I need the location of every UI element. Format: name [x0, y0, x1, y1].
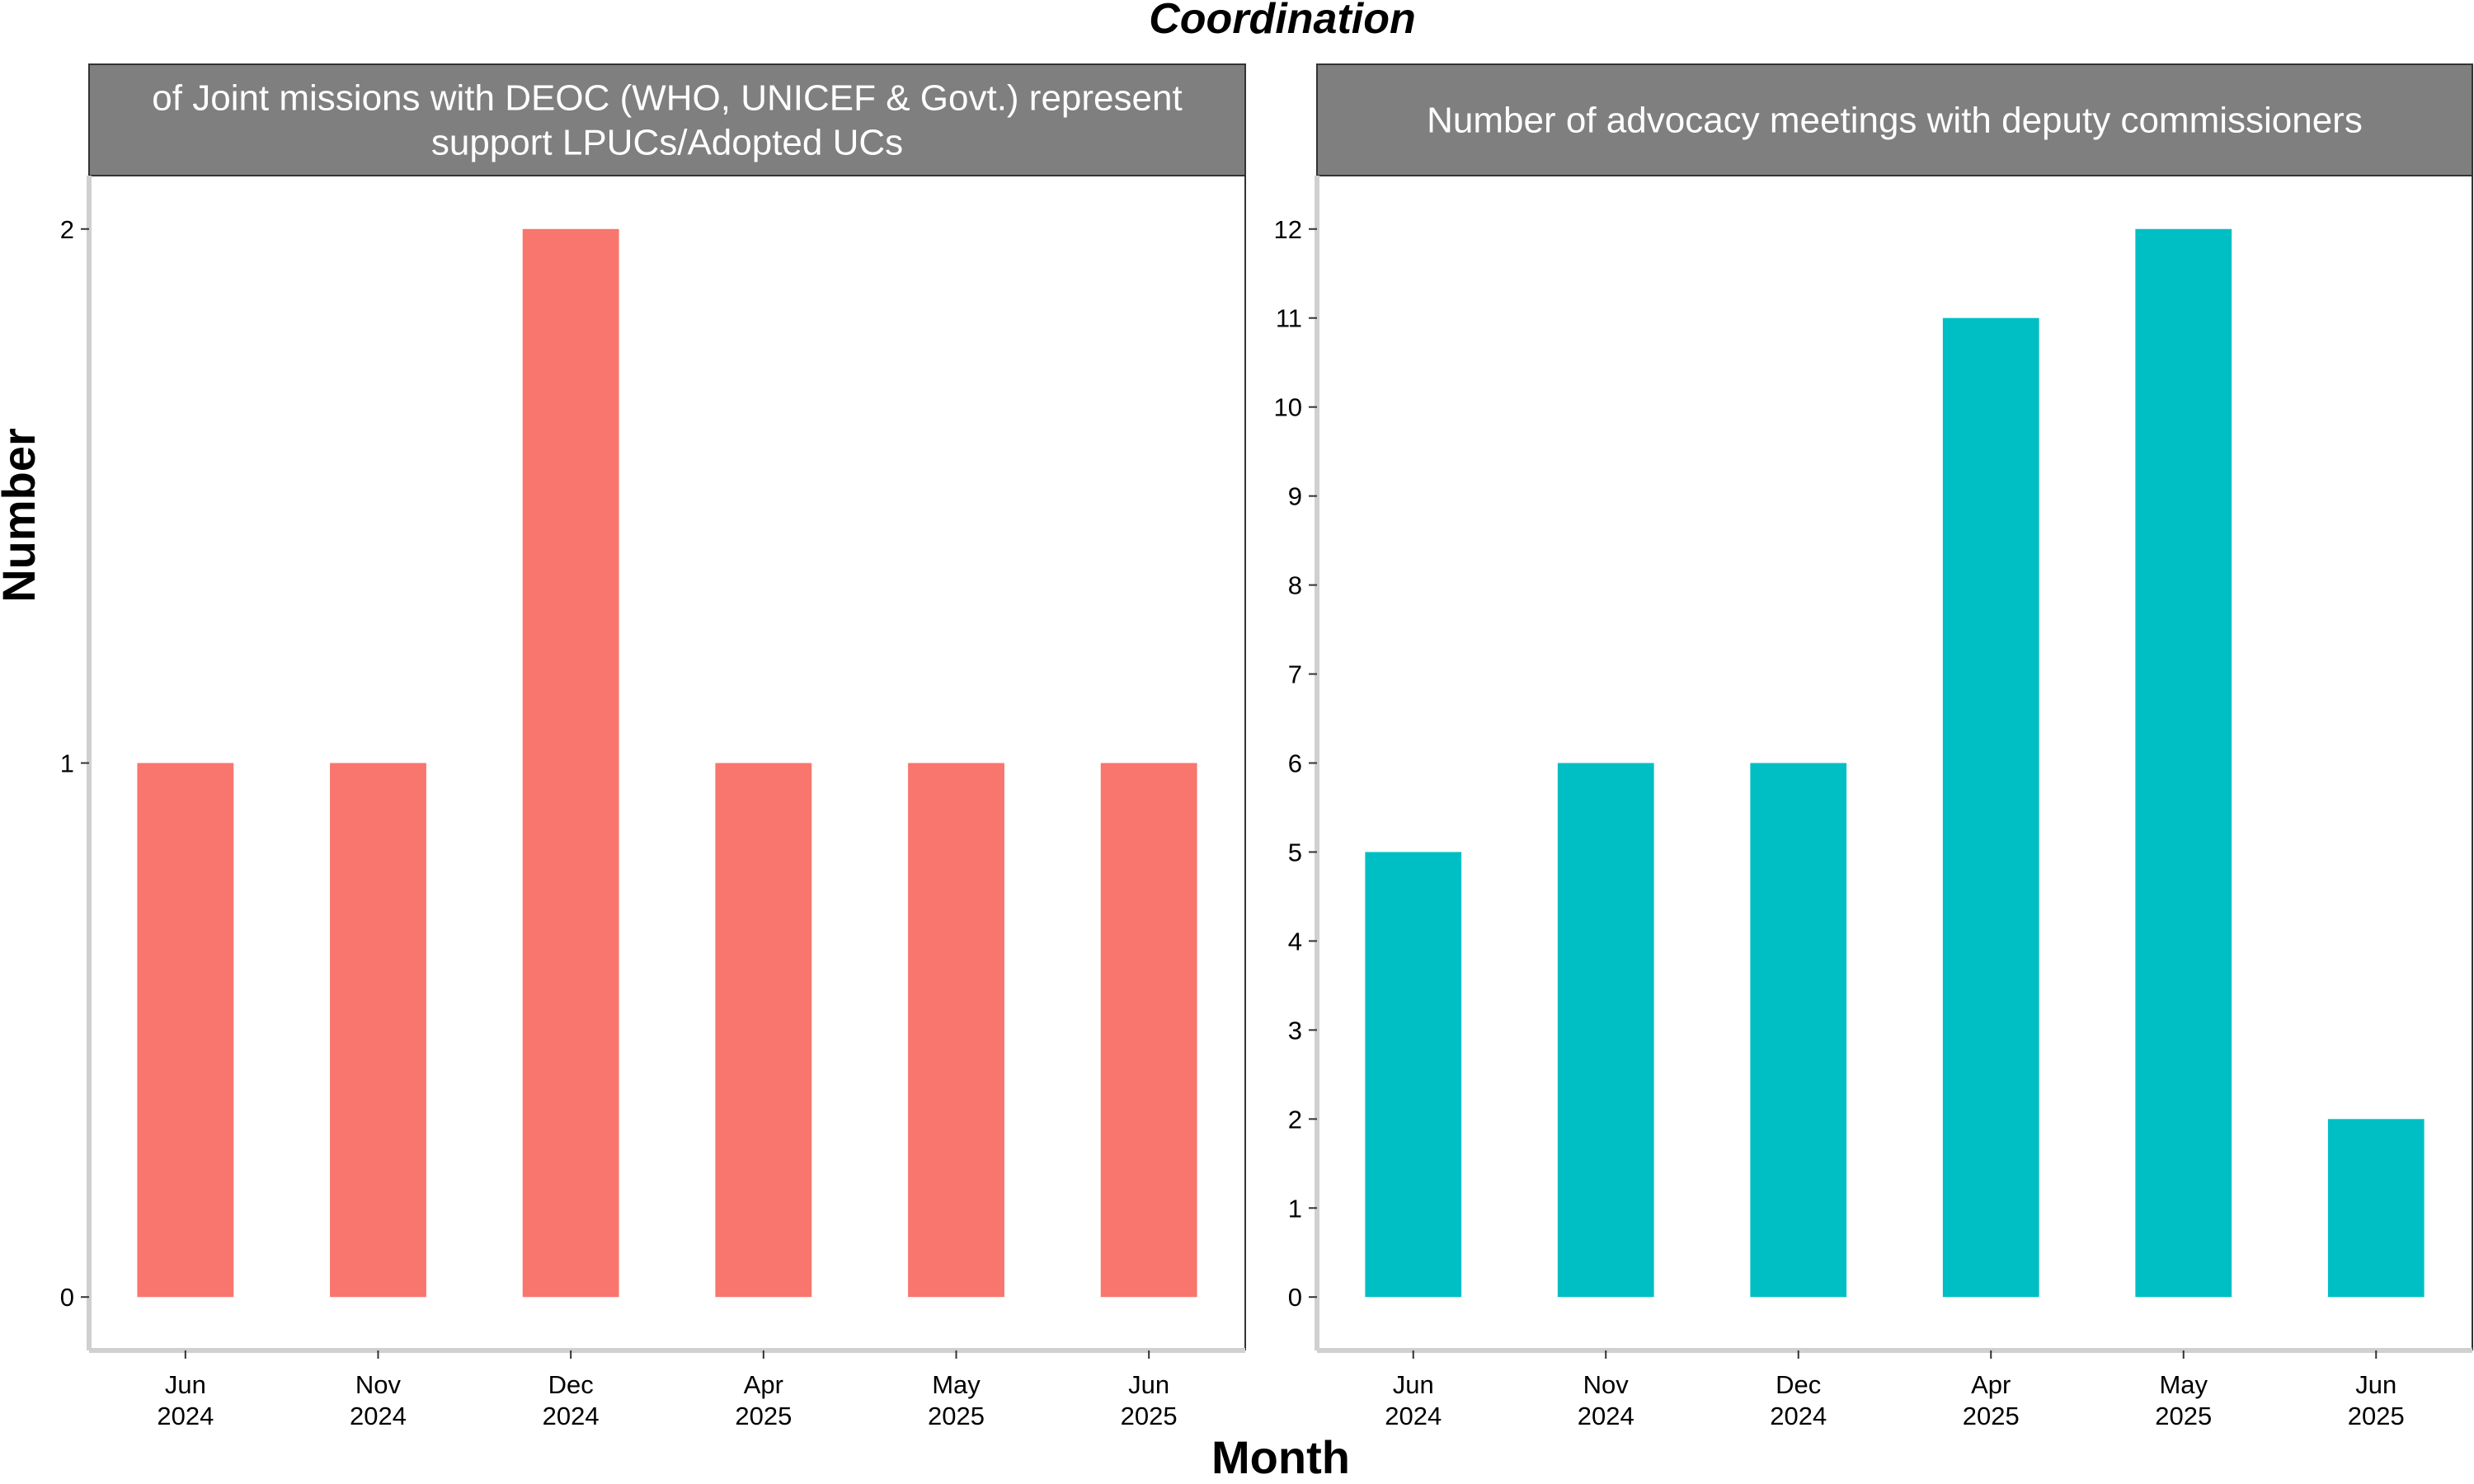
x-tick-label-year: 2024 [350, 1402, 407, 1430]
x-tick-label-month: Jun [1128, 1370, 1169, 1399]
x-tick-label-year: 2025 [2155, 1402, 2212, 1430]
x-tick-label-year: 2025 [928, 1402, 985, 1430]
y-axis-title: Number [0, 428, 45, 603]
bar [1750, 763, 1847, 1298]
x-tick-label-year: 2024 [543, 1402, 600, 1430]
bar [908, 763, 1004, 1298]
y-tick-label: 11 [1276, 304, 1302, 333]
y-tick-label: 7 [1288, 660, 1302, 689]
x-tick-label-year: 2024 [1578, 1402, 1634, 1430]
bar [715, 763, 812, 1298]
y-tick-label: 3 [1288, 1016, 1302, 1045]
x-tick-label-year: 2024 [1385, 1402, 1442, 1430]
x-tick-label-month: Dec [548, 1370, 594, 1399]
x-tick-label-month: Jun [165, 1370, 206, 1399]
bar [1557, 763, 1654, 1298]
y-tick-label: 9 [1288, 482, 1302, 511]
x-tick-label-month: Apr [1971, 1370, 2011, 1399]
x-tick-label-year: 2024 [157, 1402, 214, 1430]
bar [2135, 228, 2232, 1298]
panel-strip [1316, 63, 2473, 176]
chart-panel-2: Number of advocacy meetings with deputy … [1274, 63, 2473, 1430]
x-tick-label-month: Apr [744, 1370, 783, 1399]
y-tick-label: 8 [1288, 571, 1302, 600]
panel-title-line: support LPUCs/Adopted UCs [431, 123, 903, 163]
x-tick-label-year: 2024 [1770, 1402, 1827, 1430]
bar [522, 228, 619, 1298]
panel-title-line: of Joint missions with DEOC (WHO, UNICEF… [152, 78, 1182, 119]
y-tick-label: 10 [1274, 393, 1302, 422]
y-tick-label: 6 [1288, 749, 1302, 778]
y-tick-label: 12 [1274, 215, 1302, 244]
panel-strip [88, 63, 1246, 176]
bar [2327, 1119, 2425, 1298]
x-tick-label-year: 2025 [1963, 1402, 2020, 1430]
chart-panel-1: of Joint missions with DEOC (WHO, UNICEF… [60, 63, 1246, 1430]
x-tick-label-month: May [932, 1370, 981, 1399]
y-tick-label: 5 [1288, 838, 1302, 866]
bar [1100, 763, 1197, 1298]
y-tick-label: 0 [60, 1283, 74, 1312]
y-tick-label: 4 [1288, 927, 1302, 956]
y-tick-label: 2 [1288, 1105, 1302, 1134]
x-tick-label-year: 2025 [1121, 1402, 1178, 1430]
y-tick-label: 1 [1288, 1194, 1302, 1223]
y-tick-label: 1 [60, 749, 74, 778]
x-tick-label-month: Dec [1776, 1370, 1821, 1399]
panel-title-line: Number of advocacy meetings with deputy … [1427, 101, 2363, 141]
x-tick-label-month: Nov [1583, 1370, 1630, 1399]
x-tick-label-month: Jun [2355, 1370, 2396, 1399]
x-axis-title: Month [1211, 1431, 1350, 1483]
x-tick-label-year: 2025 [2348, 1402, 2405, 1430]
x-tick-label-month: Jun [1393, 1370, 1434, 1399]
bar [1942, 317, 2039, 1298]
chart-title: Coordination [1149, 0, 1416, 43]
bar [330, 763, 426, 1298]
y-tick-label: 2 [60, 215, 74, 244]
bar [137, 763, 234, 1298]
x-tick-label-month: Nov [355, 1370, 402, 1399]
y-tick-label: 0 [1288, 1283, 1302, 1312]
bar [1365, 852, 1462, 1298]
x-tick-label-year: 2025 [735, 1402, 792, 1430]
x-tick-label-month: May [2159, 1370, 2208, 1399]
